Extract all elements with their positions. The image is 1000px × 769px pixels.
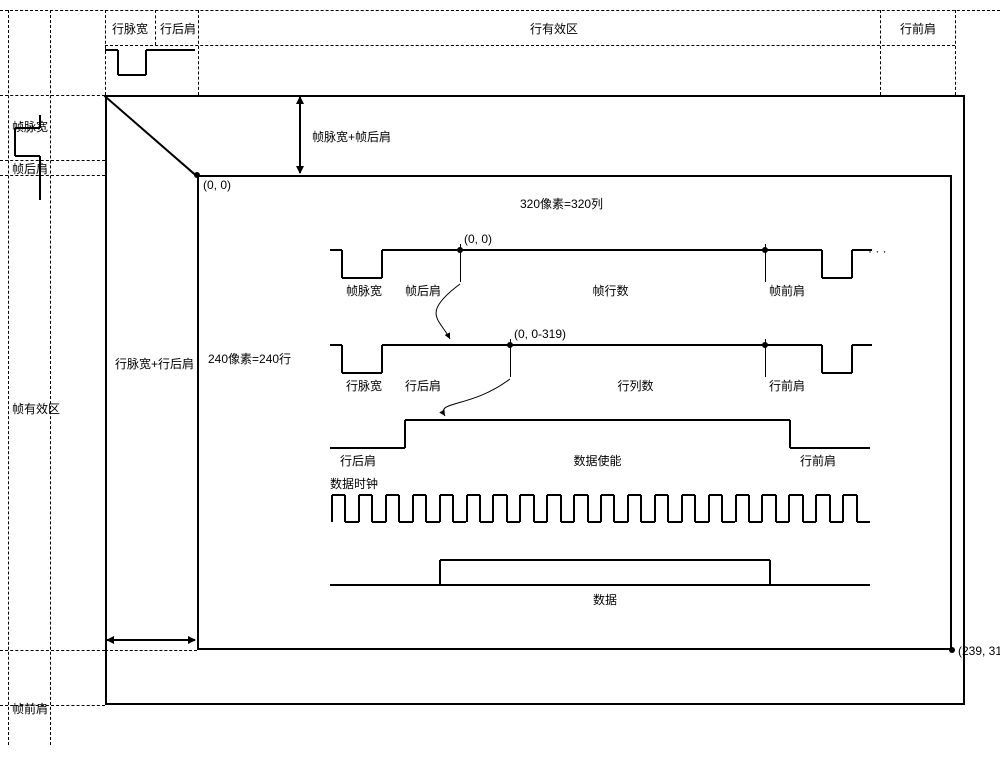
frame-pulse-plus-back: 帧脉宽+帧后肩 [312,128,391,145]
wave-label: 行前肩 [769,377,805,394]
wave-label: 帧行数 [593,282,629,299]
wave-label: 帧脉宽 [346,282,382,299]
bottom-right-corner: (239, 319) [958,644,1000,658]
top-pulse-label: 行脉宽 [112,20,148,37]
left-back-label: 帧后肩 [12,160,48,177]
clock-label: 数据时钟 [330,475,378,492]
rows-label: 240像素=240行 [208,350,291,367]
left-front-label: 帧前肩 [12,700,48,717]
ellipsis: · · · [868,244,887,258]
wave-label: 行后肩 [405,377,441,394]
data-label: 数据 [593,591,617,608]
origin-corner: (0, 0) [203,178,231,192]
cols-label: 320像素=320列 [520,195,603,212]
vsync-origin-point: (0, 0) [464,232,492,246]
de-enable-label: 数据使能 [574,452,622,469]
wave-label: 行脉宽 [346,377,382,394]
wave-label: 行列数 [618,377,654,394]
de-front-label: 行前肩 [800,452,836,469]
top-front-label: 行前肩 [900,20,936,37]
top-back-label: 行后肩 [160,20,196,37]
left-active-label: 帧有效区 [12,400,60,417]
de-back-label: 行后肩 [340,452,376,469]
hsync-range-point: (0, 0-319) [514,327,566,341]
wave-label: 帧前肩 [769,282,805,299]
top-active-label: 行有效区 [530,20,578,37]
inner-active-area [197,175,952,650]
line-pulse-plus-back: 行脉宽+行后肩 [115,355,194,372]
wave-label: 帧后肩 [405,282,441,299]
